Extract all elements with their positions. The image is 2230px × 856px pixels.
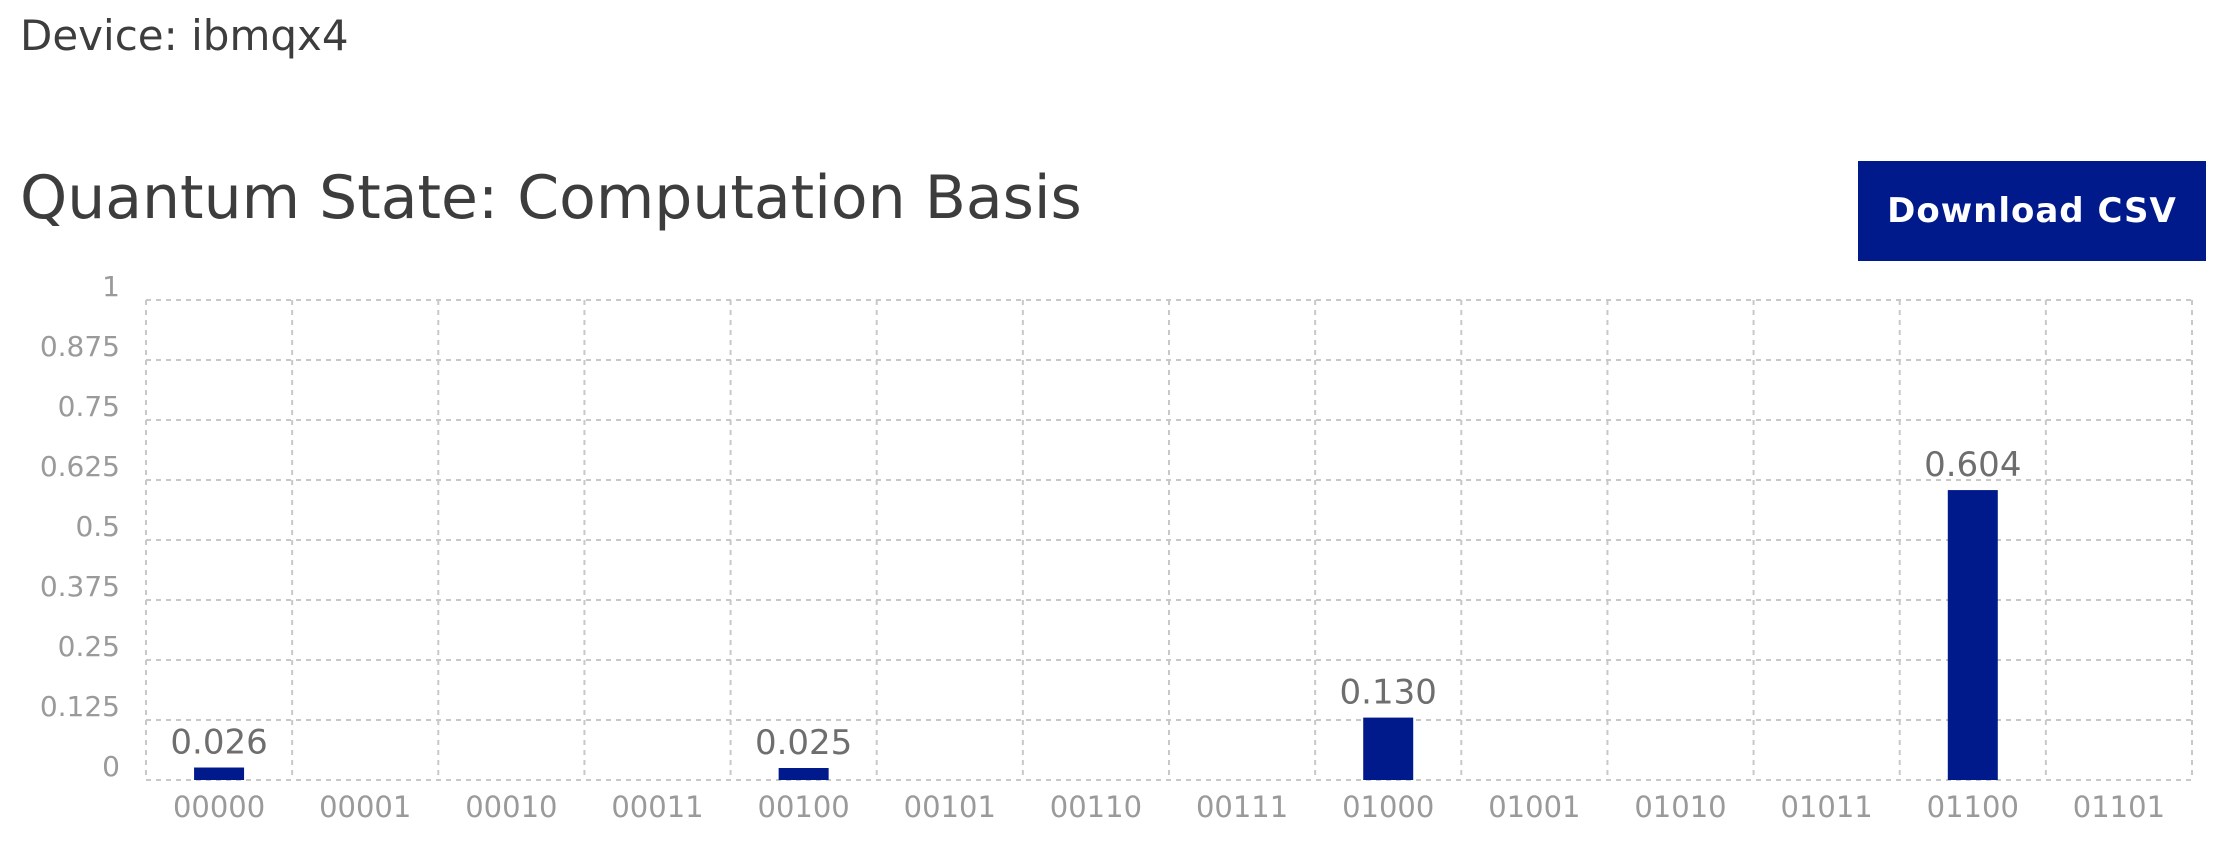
- y-tick-label: 1: [102, 270, 120, 303]
- y-tick-label: 0.5: [75, 510, 120, 543]
- bar-01000: [1363, 717, 1414, 780]
- bar-value-label: 0.604: [1924, 445, 2021, 485]
- x-tick-label: 00100: [758, 790, 850, 824]
- y-tick-label: 0.125: [40, 690, 120, 723]
- bar-value-label: 0.130: [1340, 673, 1437, 713]
- x-tick-label: 00101: [904, 790, 996, 824]
- y-tick-label: 0.25: [58, 630, 120, 663]
- bar-01100: [1947, 490, 1998, 780]
- x-tick-label: 01100: [1927, 790, 2019, 824]
- y-tick-label: 0: [102, 750, 120, 783]
- x-tick-label: 00110: [1050, 790, 1142, 824]
- x-tick-label: 00010: [465, 790, 557, 824]
- bar-00100: [778, 768, 829, 780]
- x-tick-label: 01101: [2073, 790, 2165, 824]
- x-tick-label: 00000: [173, 790, 265, 824]
- y-tick-label: 0.75: [58, 390, 120, 423]
- y-tick-label: 0.625: [40, 450, 120, 483]
- device-label: Device: ibmqx4: [20, 11, 349, 60]
- x-tick-label: 01010: [1634, 790, 1726, 824]
- y-tick-label: 0.375: [40, 570, 120, 603]
- x-tick-label: 01001: [1488, 790, 1580, 824]
- chart-title: Quantum State: Computation Basis: [20, 163, 1082, 233]
- download-csv-button[interactable]: Download CSV: [1858, 161, 2206, 261]
- x-tick-label: 01000: [1342, 790, 1434, 824]
- bar-value-label: 0.026: [170, 723, 267, 763]
- x-tick-label: 01011: [1781, 790, 1873, 824]
- bar-00000: [194, 767, 245, 780]
- x-tick-label: 00001: [319, 790, 411, 824]
- x-tick-label: 00011: [611, 790, 703, 824]
- y-tick-label: 0.875: [40, 330, 120, 363]
- x-tick-label: 00111: [1196, 790, 1288, 824]
- bar-value-label: 0.025: [755, 723, 852, 763]
